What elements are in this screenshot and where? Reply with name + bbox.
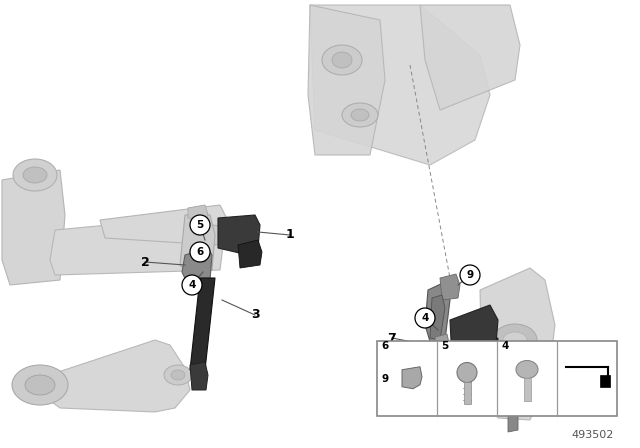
Polygon shape xyxy=(2,170,65,285)
Polygon shape xyxy=(430,295,445,340)
Bar xyxy=(377,341,617,416)
Text: 2: 2 xyxy=(141,255,149,268)
Polygon shape xyxy=(440,274,460,300)
Polygon shape xyxy=(40,340,190,412)
Polygon shape xyxy=(218,215,260,255)
Polygon shape xyxy=(420,5,520,110)
Circle shape xyxy=(460,265,480,285)
Ellipse shape xyxy=(25,375,55,395)
Ellipse shape xyxy=(164,365,192,385)
Circle shape xyxy=(415,308,435,328)
Text: 6: 6 xyxy=(381,341,388,351)
Ellipse shape xyxy=(487,382,523,408)
Text: 4: 4 xyxy=(188,280,196,290)
Polygon shape xyxy=(480,268,555,420)
Ellipse shape xyxy=(13,159,57,191)
Text: 493502: 493502 xyxy=(572,430,614,440)
Ellipse shape xyxy=(351,109,369,121)
Text: 9: 9 xyxy=(467,270,474,280)
Polygon shape xyxy=(485,338,498,386)
Polygon shape xyxy=(310,5,490,165)
Text: 8: 8 xyxy=(548,369,556,382)
Circle shape xyxy=(190,242,210,262)
Polygon shape xyxy=(182,248,212,288)
Polygon shape xyxy=(425,282,450,348)
Polygon shape xyxy=(463,383,470,405)
Polygon shape xyxy=(190,278,215,370)
Polygon shape xyxy=(190,362,208,390)
Ellipse shape xyxy=(198,225,226,245)
Polygon shape xyxy=(50,215,225,275)
Ellipse shape xyxy=(23,167,47,183)
Ellipse shape xyxy=(332,52,352,68)
Polygon shape xyxy=(508,388,518,432)
Circle shape xyxy=(408,345,428,365)
Text: 5: 5 xyxy=(414,350,422,360)
Polygon shape xyxy=(100,205,230,245)
Polygon shape xyxy=(402,367,422,389)
Polygon shape xyxy=(524,379,531,401)
Text: 5: 5 xyxy=(441,341,448,351)
Text: 4: 4 xyxy=(501,341,508,351)
Text: 5: 5 xyxy=(196,220,204,230)
Polygon shape xyxy=(435,334,449,353)
Ellipse shape xyxy=(457,362,477,383)
Polygon shape xyxy=(238,240,262,268)
Text: 4: 4 xyxy=(421,313,429,323)
Polygon shape xyxy=(188,205,208,220)
Polygon shape xyxy=(180,215,215,280)
Text: 3: 3 xyxy=(251,309,259,322)
Text: 7: 7 xyxy=(388,332,396,345)
Polygon shape xyxy=(496,358,540,398)
Ellipse shape xyxy=(342,103,378,127)
Polygon shape xyxy=(308,5,385,155)
Text: 1: 1 xyxy=(486,388,494,401)
Polygon shape xyxy=(193,245,207,262)
Ellipse shape xyxy=(503,332,527,348)
Ellipse shape xyxy=(516,361,538,379)
Ellipse shape xyxy=(171,370,185,380)
Text: 1: 1 xyxy=(285,228,294,241)
Circle shape xyxy=(190,215,210,235)
Ellipse shape xyxy=(12,365,68,405)
Polygon shape xyxy=(450,305,498,370)
Ellipse shape xyxy=(322,45,362,75)
Polygon shape xyxy=(468,348,495,375)
Circle shape xyxy=(182,275,202,295)
Polygon shape xyxy=(600,375,610,387)
Ellipse shape xyxy=(493,324,537,356)
Text: 6: 6 xyxy=(196,247,204,257)
Text: 9: 9 xyxy=(381,374,388,384)
